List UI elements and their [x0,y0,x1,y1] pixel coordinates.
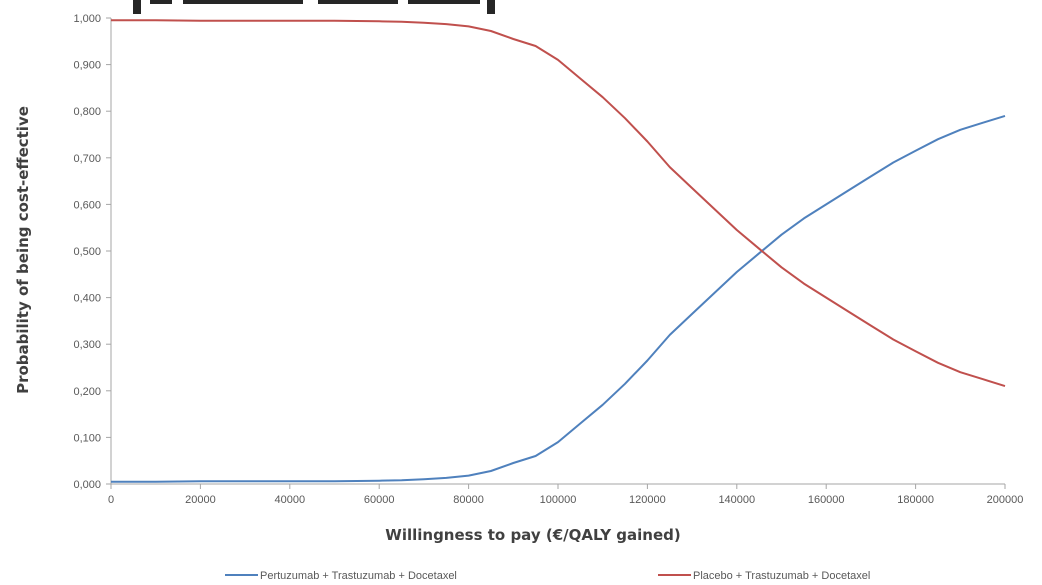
y-tick-label: 0,600 [73,199,101,211]
y-tick-label: 0,500 [73,246,101,258]
x-axis-ticks: 0 20000 40000 60000 80000 100000 120000 140000 1… [108,484,1023,506]
y-tick-label: 1,000 [73,13,101,25]
x-tick-label: 20000 [185,494,216,506]
series-line-placebo [111,19,1006,388]
legend-label-pertuzumab: Pertuzumab + Trastuzumab + Docetaxel [260,570,457,582]
y-axis-ticks: 0,000 0,100 0,200 0,300 0,400 0,500 0,600 0,700… [73,13,111,491]
y-tick-label: 0,900 [73,60,101,72]
y-axis-title: Probability of being cost-effective [14,106,32,394]
y-tick-label: 0,700 [73,153,101,165]
y-tick-label: 0,300 [73,339,101,351]
x-tick-label: 40000 [275,494,306,506]
clipped-title-fragments [133,0,495,14]
x-tick-label: 180000 [897,494,934,506]
y-tick-label: 0,100 [73,432,101,444]
x-tick-label: 160000 [808,494,845,506]
series-lines [111,19,1006,483]
x-tick-label: 100000 [540,494,577,506]
x-axis-title: Willingness to pay (€/QALY gained) [385,526,680,544]
x-tick-label: 120000 [629,494,666,506]
legend: Pertuzumab + Trastuzumab + Docetaxel Pla… [225,570,870,582]
series-line-pertuzumab [111,114,1006,483]
x-tick-label: 80000 [453,494,484,506]
y-tick-label: 0,000 [73,479,101,491]
x-tick-label: 140000 [718,494,755,506]
legend-label-placebo: Placebo + Trastuzumab + Docetaxel [693,570,870,582]
y-tick-label: 0,200 [73,386,101,398]
x-tick-label: 0 [108,494,114,506]
y-tick-label: 0,800 [73,106,101,118]
y-tick-label: 0,400 [73,293,101,305]
x-tick-label: 60000 [364,494,395,506]
x-tick-label: 200000 [987,494,1024,506]
